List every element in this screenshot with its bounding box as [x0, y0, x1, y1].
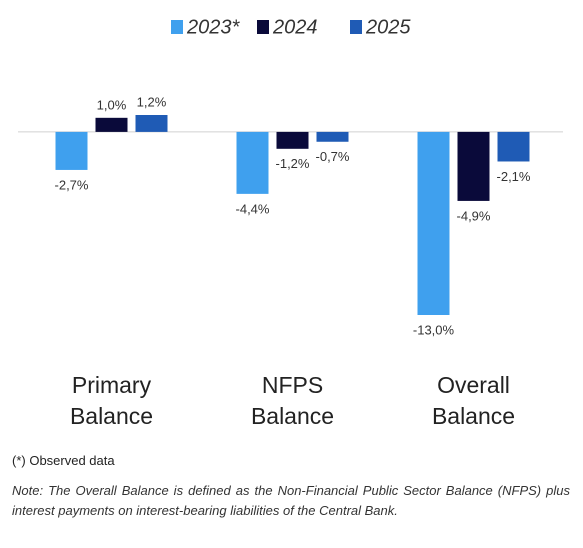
legend-label: 2023* — [186, 16, 240, 38]
legend-swatch — [350, 20, 362, 34]
value-label: -0,7% — [316, 149, 350, 164]
bar — [497, 131, 530, 162]
value-label: -13,0% — [413, 322, 455, 337]
bar — [457, 131, 490, 201]
bar — [236, 131, 269, 194]
bar — [276, 131, 309, 149]
legend-label: 2024 — [272, 16, 318, 38]
legend-swatch — [171, 20, 183, 34]
bar — [135, 115, 168, 132]
legend-label: 2025 — [365, 16, 411, 38]
note: Note: The Overall Balance is defined as … — [12, 483, 570, 518]
value-label: -4,4% — [236, 201, 270, 216]
category-label: Primary Balance — [69, 372, 154, 429]
bar — [316, 131, 349, 142]
value-label: -2,7% — [55, 177, 89, 192]
chart: 2023* 2024 2025 -2,7% 1,0% 1,2% -4,4% -1,2% -0,7… — [18, 16, 563, 337]
value-label: 1,0% — [97, 97, 127, 112]
value-label: -1,2% — [276, 156, 310, 171]
bar — [55, 131, 88, 170]
legend-swatch — [257, 20, 269, 34]
value-label: -2,1% — [497, 169, 531, 184]
bar — [417, 131, 450, 315]
category-label: NFPS Balance — [250, 372, 335, 429]
category-label: Overall Balance — [431, 372, 516, 429]
bar — [95, 117, 128, 132]
footnote: (*) Observed data — [12, 453, 115, 468]
value-label: 1,2% — [137, 94, 167, 109]
value-label: -4,9% — [457, 208, 491, 223]
